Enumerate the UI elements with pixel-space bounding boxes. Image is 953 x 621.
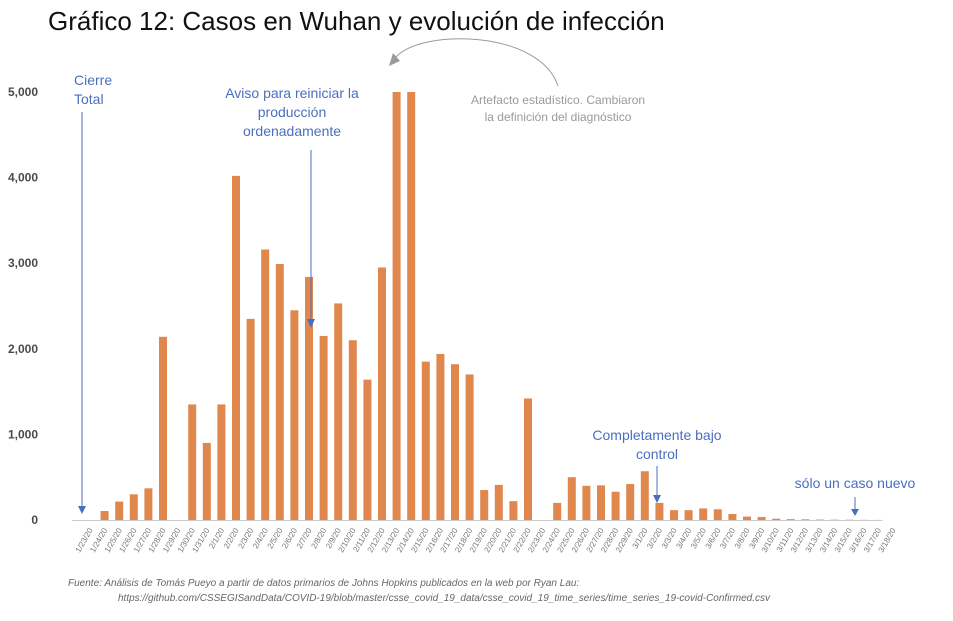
source-url: https://github.com/CSSEGISandData/COVID-… — [118, 593, 770, 604]
bar-3/10/20 — [772, 518, 781, 520]
y-tick-label: 0 — [31, 513, 38, 527]
annotation-completamente: Completamente bajo control — [592, 427, 722, 503]
bar-2/13/20 — [392, 92, 401, 520]
svg-text:ordenadamente: ordenadamente — [243, 123, 341, 139]
y-tick-label: 3,000 — [8, 256, 38, 270]
annotation-solo-arrowhead — [851, 509, 859, 516]
bar-2/4/20 — [261, 249, 270, 520]
bar-2/11/20 — [363, 379, 372, 520]
bar-3/6/20 — [713, 509, 722, 520]
bar-2/17/20 — [451, 364, 459, 520]
bars — [100, 92, 883, 521]
svg-text:Completamente bajo: Completamente bajo — [592, 427, 721, 443]
annotation-artefacto-line1: Artefacto estadístico. Cambiaron — [471, 93, 645, 107]
bar-2/25/20 — [567, 477, 576, 520]
bar-2/19/20 — [480, 490, 489, 520]
bar-3/3/20 — [670, 510, 678, 520]
bar-2/16/20 — [436, 353, 445, 520]
annotation-aviso-line1: Aviso para reiniciar la — [225, 85, 359, 101]
bar-2/2/20 — [232, 175, 240, 520]
bar-2/24/20 — [553, 502, 562, 520]
bar-3/13/20 — [816, 519, 824, 521]
bar-2/3/20 — [246, 318, 255, 520]
annotation-aviso: Aviso para reiniciar la producción orden… — [225, 85, 359, 328]
bar-3/14/20 — [830, 519, 839, 521]
svg-text:producción: producción — [258, 104, 327, 120]
annotation-completamente-line1: Completamente bajo — [592, 427, 721, 443]
annotation-solo: sólo un caso nuevo — [795, 475, 916, 516]
annotation-solo-line1: sólo un caso nuevo — [795, 475, 916, 491]
svg-text:Total: Total — [74, 91, 104, 107]
bar-1/26/20 — [129, 494, 138, 520]
annotation-cierre-line1: Cierre — [74, 72, 112, 88]
y-tick-label: 5,000 — [8, 85, 38, 99]
bar-2/22/20 — [524, 398, 532, 520]
bar-3/5/20 — [699, 508, 708, 520]
bar-2/20/20 — [494, 484, 503, 520]
bar-2/18/20 — [465, 374, 474, 520]
bar-3/11/20 — [786, 519, 795, 520]
bar-2/1/20 — [217, 404, 226, 520]
y-tick-label: 2,000 — [8, 342, 38, 356]
bar-3/1/20 — [640, 471, 649, 520]
bar-3/4/20 — [684, 510, 693, 520]
x-axis: 1/23/201/24/201/25/201/26/201/27/201/28/… — [74, 526, 898, 554]
bar-2/15/20 — [421, 361, 430, 520]
annotation-aviso-line3: ordenadamente — [243, 123, 341, 139]
bar-3/8/20 — [743, 516, 751, 520]
bar-2/7/20 — [305, 276, 313, 520]
bar-2/14/20 — [407, 92, 416, 520]
svg-text:control: control — [636, 446, 678, 462]
bar-2/26/20 — [582, 485, 591, 520]
bar-2/5/20 — [275, 264, 284, 520]
bar-1/31/20 — [202, 442, 211, 520]
y-axis: 0 1,000 2,000 3,000 4,000 5,000 — [8, 85, 38, 527]
svg-text:Aviso para reiniciar la: Aviso para reiniciar la — [225, 85, 359, 101]
bar-2/9/20 — [334, 303, 343, 520]
source-note: Fuente: Análisis de Tomás Pueyo a partir… — [68, 578, 580, 589]
annotation-cierre-line2: Total — [74, 91, 104, 107]
bar-2/8/20 — [319, 335, 328, 520]
annotation-completamente-line2: control — [636, 446, 678, 462]
y-tick-label: 1,000 — [8, 427, 38, 441]
annotation-artefacto: Artefacto estadístico. Cambiaron la defi… — [389, 38, 645, 124]
annotation-artefacto-line2: la definición del diagnóstico — [485, 110, 632, 124]
bar-3/7/20 — [728, 514, 737, 520]
annotation-artefacto-curve — [394, 38, 559, 87]
annotation-aviso-arrowhead — [307, 319, 315, 328]
svg-text:la definición del diagnóstico: la definición del diagnóstico — [485, 110, 632, 124]
bar-3/12/20 — [801, 519, 810, 520]
annotation-cierre-arrowhead — [78, 506, 86, 514]
bar-1/28/20 — [159, 336, 167, 520]
bar-2/28/20 — [611, 491, 620, 520]
bar-2/6/20 — [290, 310, 299, 520]
bar-3/2/20 — [655, 502, 664, 520]
bar-2/21/20 — [509, 501, 518, 520]
bar-1/27/20 — [144, 488, 153, 520]
bar-2/27/20 — [597, 485, 605, 520]
bar-2/29/20 — [626, 484, 635, 520]
svg-text:Artefacto estadístico. Cambiar: Artefacto estadístico. Cambiaron — [471, 93, 645, 107]
bar-1/25/20 — [115, 501, 124, 520]
bar-2/12/20 — [378, 267, 386, 520]
annotation-completamente-arrowhead — [653, 495, 661, 503]
bar-3/9/20 — [757, 517, 766, 520]
bar-2/10/20 — [348, 340, 357, 520]
bar-1/24/20 — [100, 511, 109, 520]
annotation-artefacto-arrowhead — [389, 53, 400, 66]
chart-title: Gráfico 12: Casos en Wuhan y evolución d… — [48, 6, 665, 36]
svg-text:sólo un caso nuevo: sólo un caso nuevo — [795, 475, 916, 491]
y-tick-label: 4,000 — [8, 171, 38, 185]
bar-1/30/20 — [188, 404, 197, 520]
annotation-aviso-line2: producción — [258, 104, 327, 120]
annotation-cierre: Cierre Total — [74, 72, 112, 514]
svg-text:Cierre: Cierre — [74, 72, 112, 88]
